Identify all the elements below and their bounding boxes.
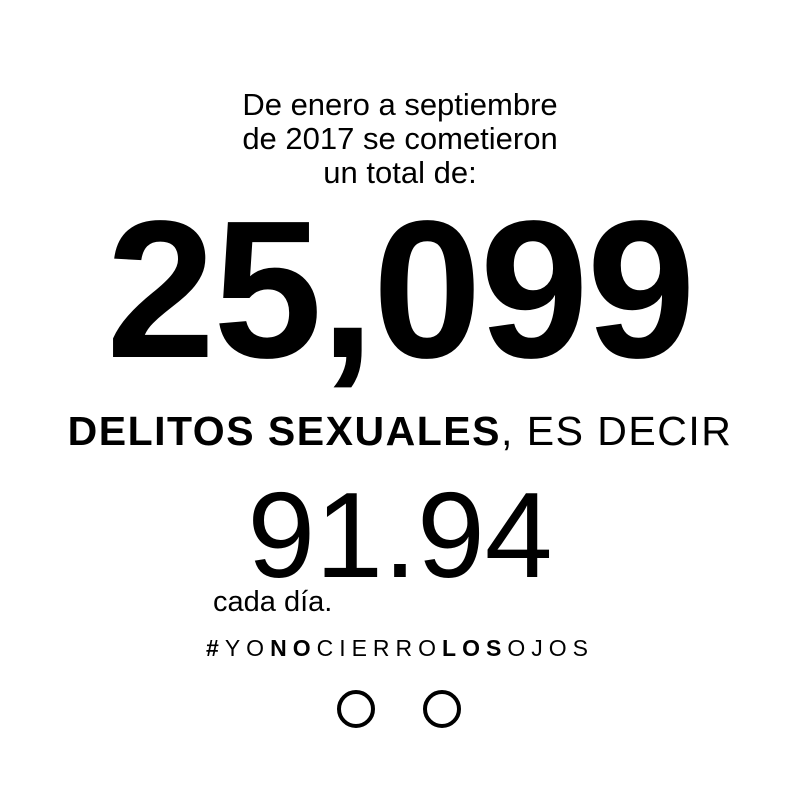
crime-type-line: DELITOS SEXUALES, ES DECIR — [0, 406, 800, 456]
daily-rate: 91.94 — [247, 467, 553, 603]
hashtag-part: NO — [270, 635, 317, 661]
intro-line-1: De enero a septiembre — [242, 87, 558, 122]
total-count: 25,099 — [106, 180, 695, 399]
crime-type-label: DELITOS SEXUALES — [67, 408, 501, 454]
intro-line-2: de 2017 se cometieron — [242, 121, 558, 156]
hashtag: #YONOCIERROLOSOJOS — [0, 633, 800, 663]
hashtag-part: # — [206, 635, 225, 661]
hashtag-part: OJOS — [507, 635, 594, 661]
intro-line-3: un total de: — [323, 155, 477, 190]
daily-rate-unit: cada día. — [213, 586, 333, 618]
hashtag-part: CIERRO — [316, 635, 443, 661]
right-eye-circle-icon — [423, 690, 461, 728]
hashtag-part: LOS — [442, 635, 508, 661]
intro-text: De enero a septiembre de 2017 se cometie… — [0, 88, 800, 190]
hashtag-part: YO — [224, 635, 271, 661]
eyes-graphic — [337, 690, 467, 730]
crime-type-connector: , ES DECIR — [500, 408, 733, 454]
left-eye-circle-icon — [337, 690, 375, 728]
